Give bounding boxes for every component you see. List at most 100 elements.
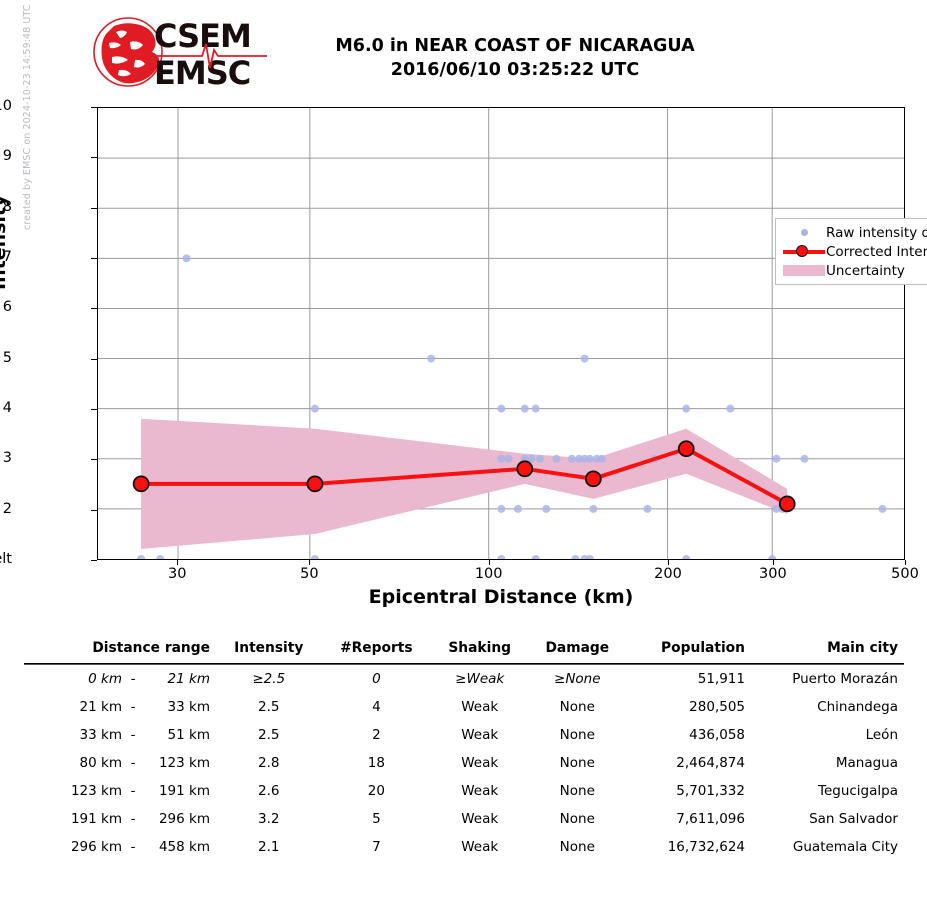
y-tick-mark xyxy=(91,157,97,159)
y-tick-label: 9 xyxy=(2,148,12,165)
legend-label-uncertainty: Uncertainty xyxy=(826,262,905,279)
cell-distance-separator: - xyxy=(130,811,136,827)
x-tick-label: 300 xyxy=(759,566,787,582)
x-tick-label: 30 xyxy=(167,566,187,582)
cell-damage: None xyxy=(559,811,595,827)
y-tick-label: 5 xyxy=(2,349,12,366)
x-axis-label: Epicentral Distance (km) xyxy=(368,586,634,608)
cell-intensity: 2.8 xyxy=(258,755,280,771)
chart-header: CSEM EMSC M6.0 in NEAR COAST OF NICARAGU… xyxy=(0,0,927,100)
cell-shaking: Weak xyxy=(461,783,499,799)
col-reports: #Reports xyxy=(340,640,413,656)
x-tick-mark xyxy=(667,560,669,565)
chart-legend: Raw intensity data point Corrected Inten… xyxy=(775,218,927,285)
cell-reports: 5 xyxy=(372,811,381,827)
cell-distance-low: 191 km xyxy=(70,811,122,827)
cell-main-city: San Salvador xyxy=(809,811,898,827)
cell-shaking: Weak xyxy=(461,755,499,771)
cell-distance-high: 458 km xyxy=(158,839,210,855)
cell-distance-low: 296 km xyxy=(70,839,122,855)
col-population: Population xyxy=(661,640,745,656)
cell-distance-separator: - xyxy=(130,671,136,687)
cell-main-city: Tegucigalpa xyxy=(818,783,898,799)
cell-intensity: 2.6 xyxy=(258,783,280,799)
x-tick-label: 200 xyxy=(654,566,682,582)
y-tick-mark xyxy=(91,560,97,561)
y-tick-label: 2 xyxy=(2,500,12,517)
table-row: 191 km - 296 km 3.2 5 Weak None 7,611,096 San Sa… xyxy=(24,805,904,833)
cell-distance-high: 191 km xyxy=(158,783,210,799)
raw-data-points xyxy=(137,254,887,559)
uncertainty-band-icon xyxy=(782,261,826,280)
col-intensity: Intensity xyxy=(234,640,304,656)
cell-reports: 7 xyxy=(372,839,381,855)
cell-intensity: ≥2.5 xyxy=(252,671,286,687)
cell-damage: None xyxy=(559,839,595,855)
cell-main-city: Guatemala City xyxy=(792,839,898,855)
legend-item-raw-point: Raw intensity data point xyxy=(782,223,927,242)
y-tick-mark xyxy=(91,308,97,310)
y-tick-mark xyxy=(91,207,97,209)
x-tick-label: 100 xyxy=(474,566,503,582)
cell-reports: 2 xyxy=(372,727,381,743)
title-line-2: 2016/06/10 03:25:22 UTC xyxy=(390,60,640,80)
cell-distance-high: 51 km xyxy=(167,727,210,743)
col-main-city: Main city xyxy=(827,640,898,656)
legend-label-raw-point: Raw intensity data point xyxy=(826,224,927,241)
cell-distance-separator: - xyxy=(130,783,136,799)
table-row: 33 km - 51 km 2.5 2 Weak None 436,058 León xyxy=(24,721,904,749)
cell-distance-high: 21 km xyxy=(167,671,210,687)
cell-population: 16,732,624 xyxy=(667,839,745,855)
cell-shaking: Weak xyxy=(461,839,499,855)
y-tick-mark xyxy=(91,509,97,511)
cell-shaking: ≥Weak xyxy=(455,671,505,687)
table-row: 123 km - 191 km 2.6 20 Weak None 5,701,332 Teguc… xyxy=(24,777,904,805)
x-tick-mark xyxy=(177,560,179,565)
page-title: M6.0 in NEAR COAST OF NICARAGUA 2016/06/… xyxy=(250,34,780,82)
cell-distance-separator: - xyxy=(130,699,136,715)
table-header-rule xyxy=(24,663,904,665)
cell-main-city: Chinandega xyxy=(817,699,898,715)
table-row: 0 km - 21 km ≥2.5 0 ≥Weak ≥None 51,911 Puerto Mo… xyxy=(24,665,904,694)
col-damage: Damage xyxy=(545,640,610,656)
summary-table: Distance range Intensity #Reports Shakin… xyxy=(24,636,904,861)
table-row: 296 km - 458 km 2.1 7 Weak None 16,732,624 Guate… xyxy=(24,833,904,861)
y-tick-mark xyxy=(91,258,97,259)
cell-main-city: León xyxy=(865,727,898,743)
corrected-curve-icon xyxy=(782,242,826,261)
cell-population: 280,505 xyxy=(689,699,745,715)
cell-intensity: 3.2 xyxy=(258,811,280,827)
cell-distance-low: 123 km xyxy=(70,783,122,799)
cell-reports: 20 xyxy=(367,783,385,799)
cell-distance-low: 21 km xyxy=(79,699,122,715)
y-tick-label: 6 xyxy=(2,299,12,316)
table-row: 80 km - 123 km 2.8 18 Weak None 2,464,874 Managu… xyxy=(24,749,904,777)
legend-label-corrected-curve: Corrected Intensity Curve xyxy=(826,243,927,260)
cell-population: 436,058 xyxy=(689,727,745,743)
x-tick-mark xyxy=(905,560,906,565)
cell-intensity: 2.5 xyxy=(258,727,280,743)
raw-point-icon xyxy=(782,223,826,242)
cell-distance-separator: - xyxy=(130,727,136,743)
y-tick-label: 10 xyxy=(0,98,12,114)
legend-item-uncertainty: Uncertainty xyxy=(782,261,927,280)
y-tick-mark xyxy=(91,107,97,108)
table-row: 21 km - 33 km 2.5 4 Weak None 280,505 Chinandega xyxy=(24,693,904,721)
cell-distance-low: 33 km xyxy=(79,727,122,743)
cell-reports: 0 xyxy=(372,671,381,687)
cell-reports: 4 xyxy=(372,699,381,715)
svg-text:CSEM: CSEM xyxy=(154,17,251,55)
cell-population: 7,611,096 xyxy=(676,811,745,827)
y-tick-label: 8 xyxy=(2,198,12,215)
cell-damage: ≥None xyxy=(554,671,601,687)
legend-item-corrected-curve: Corrected Intensity Curve xyxy=(782,242,927,261)
y-tick-mark xyxy=(91,409,97,410)
cell-population: 2,464,874 xyxy=(676,755,745,771)
x-tick-mark xyxy=(772,560,774,565)
cell-main-city: Puerto Morazán xyxy=(792,671,898,687)
cell-main-city: Managua xyxy=(835,755,898,771)
y-tick-label: Not felt xyxy=(0,551,12,567)
cell-distance-low: 80 km xyxy=(79,755,122,771)
y-tick-mark xyxy=(91,358,97,360)
cell-shaking: Weak xyxy=(461,727,499,743)
